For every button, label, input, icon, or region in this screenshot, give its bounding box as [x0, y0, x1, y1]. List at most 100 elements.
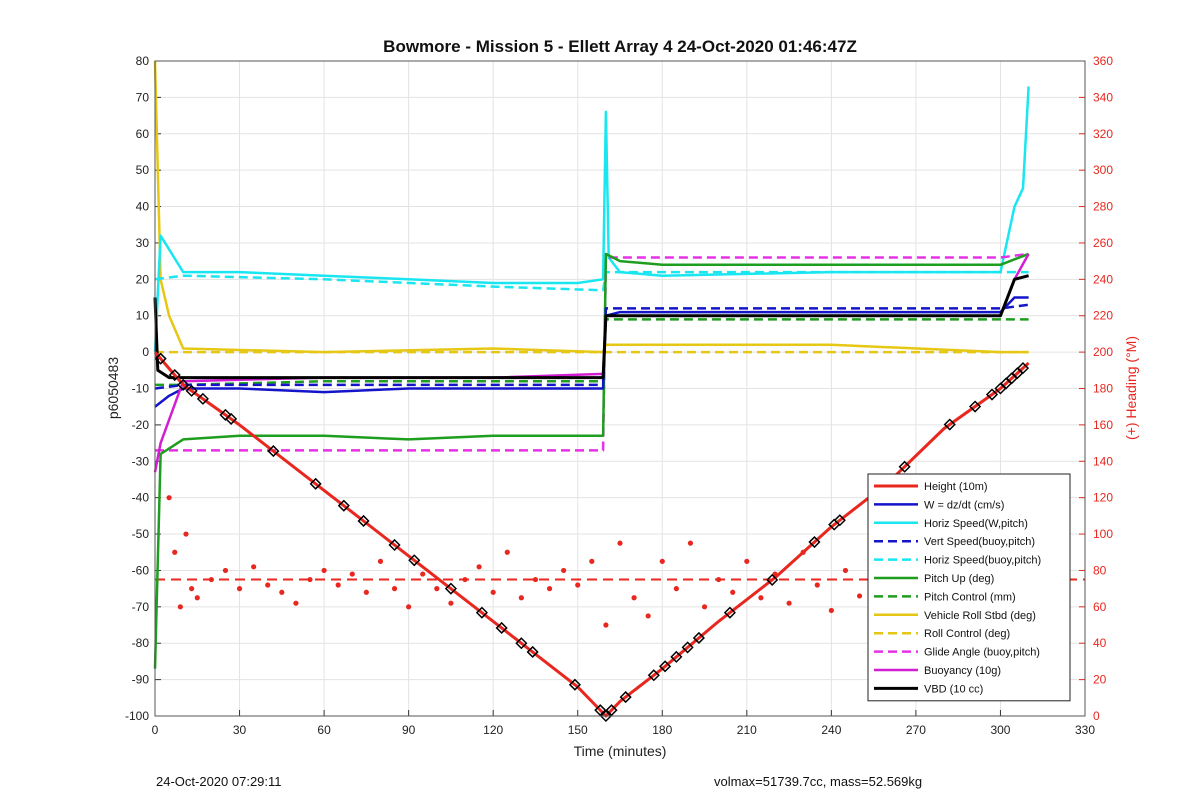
series-line [154, 296, 1029, 408]
heading-point [448, 600, 454, 606]
x-tick-label: 180 [652, 723, 672, 737]
depth-marker [388, 538, 401, 552]
heading-point [251, 564, 257, 570]
heading-point [490, 589, 496, 595]
heading-point [730, 589, 736, 595]
heading-point [814, 582, 820, 588]
heading-point [758, 595, 764, 601]
depth-marker [185, 384, 198, 397]
legend-label: Horiz Speed(buoy,pitch) [924, 555, 1041, 567]
depth-marker [605, 704, 618, 717]
x-tick-label: 210 [737, 723, 757, 737]
y-tick-right-label: 340 [1093, 90, 1113, 104]
heading-point [476, 564, 482, 570]
legend-label: VBD (10 cc) [924, 683, 983, 695]
x-axis-label: Time (minutes) [574, 743, 667, 759]
heading-point [391, 586, 398, 592]
heading-point [208, 576, 214, 583]
y-tick-right-label: 100 [1093, 527, 1113, 541]
heading-point [222, 567, 229, 574]
x-tick-label: 240 [821, 723, 841, 737]
depth-marker [357, 514, 370, 528]
depth-marker [619, 691, 632, 704]
depth-marker [1016, 362, 1030, 375]
y-ticks: 80 70 60 50 40 30 20 10 0 -10 -20 -30 -40 -50 -60 -70 -8… [125, 54, 161, 723]
chart-title: Bowmore - Mission 5 - Ellett Array 4 24-… [383, 37, 857, 56]
y-tick-label: -50 [132, 527, 150, 541]
heading-point [377, 558, 384, 564]
heading-point [631, 595, 637, 601]
depth-marker [168, 368, 181, 382]
depth-marker [692, 631, 705, 645]
y-tick-label: 80 [136, 54, 150, 68]
heading-point [462, 576, 468, 583]
x-tick-label: 150 [568, 723, 588, 737]
heading-point [166, 495, 172, 501]
y-tick-label: -20 [132, 418, 150, 432]
y-tick-label: -60 [132, 563, 150, 577]
x-tick-label: 0 [152, 723, 159, 737]
y-tick-right-label: 260 [1093, 236, 1113, 250]
series-line [154, 270, 1029, 292]
y-tick-right-label: 300 [1093, 163, 1113, 177]
footer-timestamp: 24-Oct-2020 07:29:11 [156, 774, 282, 789]
depth-marker [766, 573, 779, 586]
depth-marker [594, 704, 607, 717]
depth-marker [196, 392, 209, 405]
depth-marker [681, 641, 694, 654]
y-tick-right-label: 60 [1093, 600, 1107, 614]
y-tick-right-label: 160 [1093, 418, 1113, 432]
heading-point [856, 593, 863, 599]
x-tick-label: 120 [483, 723, 503, 737]
heading-point [189, 586, 195, 592]
legend-label: Pitch Up (deg) [924, 573, 994, 585]
x-ticks: 0 30 60 90 120 150 180 210 240 270 300 330 [152, 710, 1095, 737]
heading-point [172, 549, 178, 555]
heading-point [716, 576, 722, 583]
legend-label: Buoyancy (10g) [924, 665, 1001, 677]
legend: Height (10m) W = dz/dt (cm/s) Horiz Speed(… [867, 473, 1071, 702]
series-line [153, 252, 1030, 669]
y-tick-label: 60 [136, 127, 150, 141]
heading-point [279, 589, 285, 595]
heading-point [321, 567, 327, 574]
footer-stats: volmax=51739.7cc, mass=52.569kg [714, 774, 923, 789]
y-tick-right-label: 120 [1093, 491, 1113, 505]
heading-point [659, 558, 665, 564]
heading-point [687, 540, 694, 546]
y-tick-label: -80 [132, 636, 150, 650]
depth-marker [808, 536, 821, 549]
series-line [154, 303, 1029, 390]
heading-point [786, 600, 792, 606]
series-line [153, 60, 1029, 354]
heading-point [701, 604, 708, 610]
legend-label: Height (10m) [924, 481, 988, 493]
legend-label: Roll Control (deg) [924, 628, 1010, 640]
heading-point [744, 558, 750, 564]
depth-marker [969, 400, 982, 413]
heading-point [504, 549, 510, 555]
y-tick-label: -90 [132, 673, 150, 687]
y-tick-right-label: 200 [1093, 345, 1113, 359]
legend-label: Pitch Control (mm) [924, 591, 1016, 603]
legend-box [867, 473, 1071, 702]
plot-area [153, 60, 1085, 723]
depth-marker [495, 621, 508, 634]
heading-point [673, 586, 679, 592]
y-tick-label: 70 [136, 90, 150, 104]
y-tick-right-label: 140 [1093, 454, 1113, 468]
depth-marker [670, 650, 683, 663]
heading-point [335, 582, 341, 588]
y-tick-label: -30 [132, 454, 150, 468]
depth-marker [833, 514, 846, 527]
heading-point [561, 567, 567, 574]
x-tick-label: 60 [317, 723, 331, 737]
y-tick-label: -10 [132, 382, 150, 396]
y-tick-right-label: 360 [1093, 54, 1113, 68]
depth-marker [177, 378, 190, 391]
y-tick-right-label: 240 [1093, 272, 1113, 286]
heading-point [546, 586, 553, 592]
y-tick-right-label: 20 [1093, 673, 1107, 687]
depth-marker [985, 388, 999, 401]
